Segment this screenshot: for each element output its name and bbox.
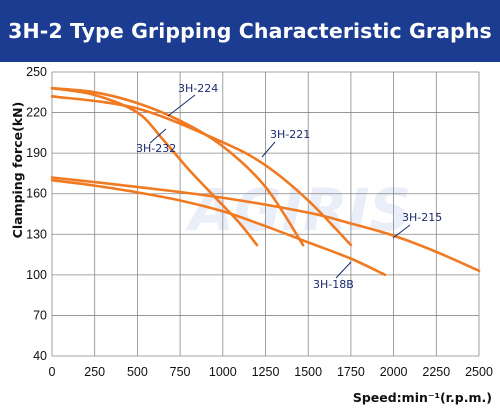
series-label-3h-215: 3H-215	[402, 211, 442, 224]
series-label-3h-221: 3H-221	[270, 128, 310, 141]
x-axis-title: Speed:min⁻¹(r.p.m.)	[353, 390, 492, 405]
grid-layer	[51, 71, 480, 357]
y-tick-label: 220	[26, 106, 47, 120]
x-tick-label: 2250	[422, 365, 450, 379]
x-tick-label: 1750	[337, 365, 365, 379]
y-axis-title: Clamping force(kN)	[10, 102, 25, 239]
y-tick-label: 100	[26, 268, 47, 282]
page-title: 3H-2 Type Gripping Characteristic Graphs	[8, 19, 492, 43]
x-tick-label: 2500	[465, 365, 493, 379]
series-layer	[50, 86, 481, 277]
gripping-chart: AGIRIS 0 250 500 750 1000 1250 1500 1750 2000 225…	[10, 65, 493, 405]
y-tick-label: 160	[26, 187, 47, 201]
y-tick-label: 190	[26, 146, 47, 160]
series-line-3h-18b	[50, 178, 387, 277]
series-line-3h-215	[50, 176, 481, 273]
series-label-3h-18b: 3H-18B	[313, 278, 354, 291]
x-tick-label: 750	[170, 365, 191, 379]
series-line-3h-224	[50, 86, 305, 247]
x-tick-label: 500	[127, 365, 148, 379]
tick-labels: 0 250 500 750 1000 1250 1500 1750 2000 2250 2500 40…	[26, 65, 493, 379]
y-tick-label: 250	[26, 65, 47, 79]
series-line-3h-232	[50, 86, 259, 247]
series-labels: 3H-224 3H-232 3H-221 3H-215 3H-18B	[136, 82, 442, 291]
y-tick-label: 130	[26, 227, 47, 241]
title-banner: 3H-2 Type Gripping Characteristic Graphs	[0, 0, 500, 62]
y-tick-label: 40	[33, 349, 47, 363]
label-leader-line	[335, 261, 352, 279]
y-tick-label: 70	[33, 308, 47, 322]
x-tick-label: 2000	[380, 365, 408, 379]
label-leader-line	[149, 128, 167, 144]
series-label-3h-224: 3H-224	[178, 82, 218, 95]
label-leader-line	[392, 224, 411, 239]
x-tick-label: 1250	[252, 365, 280, 379]
series-line-3h-221	[50, 95, 353, 247]
x-tick-label: 1500	[294, 365, 322, 379]
label-leader-line	[167, 94, 196, 117]
label-leader-line	[261, 141, 276, 158]
x-tick-label: 250	[84, 365, 105, 379]
x-tick-label: 0	[49, 365, 56, 379]
series-label-3h-232: 3H-232	[136, 142, 176, 155]
x-tick-label: 1000	[209, 365, 237, 379]
